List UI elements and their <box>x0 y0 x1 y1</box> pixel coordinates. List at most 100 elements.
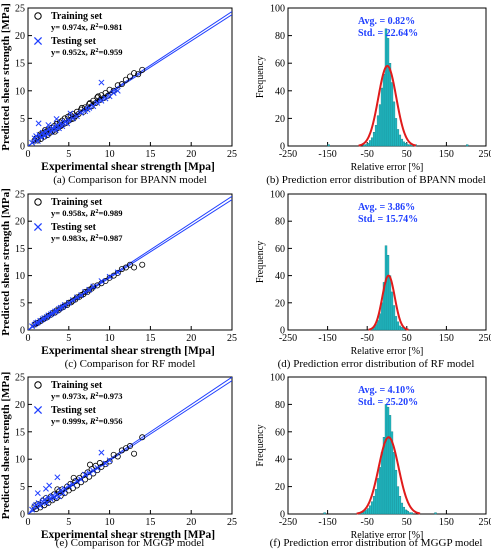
histogram-bar <box>394 118 398 147</box>
histogram-bar <box>376 115 380 147</box>
histogram-bar <box>323 512 326 515</box>
training-point <box>114 82 121 89</box>
testing-point <box>59 123 66 130</box>
y-tick-label: 0 <box>20 142 25 153</box>
legend-equation-part: 2 <box>96 23 99 29</box>
legend-equation: y= 0.973x, R2=0.973 <box>51 391 122 401</box>
x-tick-label: -250 <box>279 333 297 344</box>
training-point <box>95 93 102 100</box>
legend-label: Testing set <box>51 222 97 233</box>
testing-point <box>98 79 105 86</box>
testing-point <box>98 449 105 456</box>
testing-point <box>102 460 109 467</box>
testing-point <box>67 110 74 117</box>
histogram-bar <box>384 404 388 515</box>
x-tick-label: 5 <box>66 149 71 160</box>
testing-point <box>106 457 113 464</box>
x-tick-label: -150 <box>318 333 336 344</box>
training-point <box>114 269 121 276</box>
histogram-bar <box>372 131 376 147</box>
histogram-bar <box>396 321 400 331</box>
legend-equation-part: y= 0.983x, <box>51 233 90 243</box>
histogram-bar <box>376 478 380 515</box>
histogram-bar <box>382 74 386 147</box>
legend-cross-marker <box>33 36 43 46</box>
training-point <box>131 70 138 77</box>
y-tick-label: 15 <box>15 59 25 70</box>
x-tick-label: 250 <box>479 149 491 160</box>
testing-point <box>37 502 44 509</box>
training-point <box>90 283 97 290</box>
legend-circle-marker <box>34 381 42 389</box>
legend-equation-part: y= 0.952x, <box>51 47 90 57</box>
legend-equation-part: 2 <box>96 417 99 423</box>
x-tick-label: 250 <box>479 333 491 344</box>
histogram-bar <box>392 101 396 147</box>
y-tick-label: 40 <box>275 455 285 466</box>
legend-equation-part: R <box>89 208 96 218</box>
testing-point <box>52 127 59 133</box>
testing-point <box>106 93 113 100</box>
legend-equation-part: =0.987 <box>99 233 124 243</box>
training-point <box>87 461 94 468</box>
training-point <box>122 264 129 271</box>
legend-equation-part: =0.959 <box>99 47 123 57</box>
x-tick-label: 20 <box>186 333 196 344</box>
y-tick-label: 10 <box>15 271 25 282</box>
histogram-bar <box>388 275 392 331</box>
histogram-bar <box>392 452 396 515</box>
histogram-bar <box>466 144 469 147</box>
x-tick-label: 25 <box>227 149 237 160</box>
y-tick-label: 80 <box>275 217 285 228</box>
histogram-bar <box>396 129 400 147</box>
legend-label: Training set <box>51 197 103 208</box>
y-tick-label: 20 <box>15 31 25 42</box>
histogram-bar <box>384 245 388 331</box>
histogram-bar <box>384 28 388 147</box>
stats-std: Std. = 15.74% <box>358 214 418 225</box>
training-point <box>118 81 125 88</box>
y-tick-label: 5 <box>20 114 25 125</box>
legend-equation: y= 0.974x, R2=0.981 <box>51 22 122 32</box>
x-tick-label: 0 <box>26 333 31 344</box>
training-point <box>75 110 82 117</box>
legend-equation-part: y= 0.974x, <box>51 22 90 32</box>
training-point <box>102 278 109 285</box>
training-point <box>131 264 138 271</box>
legend-equation: y= 0.983x, R2=0.987 <box>51 233 123 243</box>
histogram-bar <box>408 144 411 147</box>
panel-caption: (d) Prediction error distribution of RF … <box>278 358 475 370</box>
y-tick-label: 60 <box>275 427 285 438</box>
histogram-bar <box>327 144 330 147</box>
x-tick-label: 0 <box>26 517 31 528</box>
histogram-bar <box>390 82 394 147</box>
training-point <box>110 451 117 458</box>
stats-avg: Avg. = 4.10% <box>358 385 415 396</box>
x-tick-label: 15 <box>145 333 155 344</box>
testing-point <box>74 113 80 120</box>
testing-point <box>34 490 41 497</box>
x-tick-label: 15 <box>145 517 155 528</box>
legend-cross-marker <box>33 405 43 415</box>
testing-point <box>56 493 62 500</box>
y-tick-label: 40 <box>275 271 285 282</box>
training-point <box>139 434 146 441</box>
histogram-bar <box>400 502 404 515</box>
stats-std: Std. = 22.64% <box>358 28 418 39</box>
stats-std: Std. = 25.20% <box>358 397 418 408</box>
legend-cross-marker <box>33 222 43 232</box>
histogram-bar <box>378 104 382 147</box>
histogram-bar <box>392 305 396 331</box>
training-point <box>69 485 76 492</box>
panel-caption: (e) Comparison for MGGP model <box>56 537 205 549</box>
legend-equation-part: 2 <box>96 234 99 240</box>
histogram-bar <box>394 469 398 515</box>
training-point <box>127 73 134 80</box>
histogram-bar <box>367 508 370 515</box>
y-tick-label: 15 <box>15 244 25 255</box>
testing-point <box>35 500 42 506</box>
histogram-bar <box>378 467 382 515</box>
histogram-bar <box>374 125 378 147</box>
y-tick-label: 5 <box>20 482 25 493</box>
y-tick-label: 80 <box>275 31 285 42</box>
